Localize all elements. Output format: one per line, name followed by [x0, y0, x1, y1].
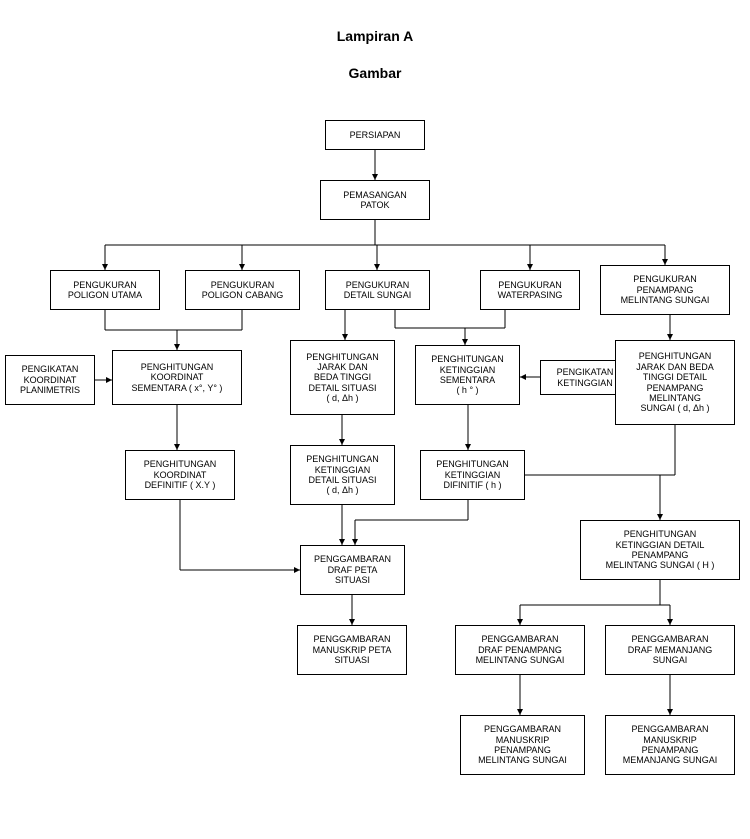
node-patok: PEMASANGANPATOK: [320, 180, 430, 220]
node-persiapan: PERSIAPAN: [325, 120, 425, 150]
node-draf_situasi: PENGGAMBARANDRAF PETASITUASI: [300, 545, 405, 595]
node-manus_melintang: PENGGAMBARANMANUSKRIPPENAMPANGMELINTANG …: [460, 715, 585, 775]
node-waterpasing: PENGUKURANWATERPASING: [480, 270, 580, 310]
node-poligon_utama: PENGUKURANPOLIGON UTAMA: [50, 270, 160, 310]
node-ket_detail_sit: PENGHITUNGANKETINGGIANDETAIL SITUASI( d,…: [290, 445, 395, 505]
node-manus_memanjang: PENGGAMBARANMANUSKRIPPENAMPANGMEMANJANG …: [605, 715, 735, 775]
node-pengikatan_koor: PENGIKATANKOORDINATPLANIMETRIS: [5, 355, 95, 405]
title-lampiran: Lampiran A: [0, 28, 750, 44]
flowchart-page: Lampiran A Gambar: [0, 0, 750, 839]
node-koor_definitif: PENGHITUNGANKOORDINATDEFINITIF ( X.Y ): [125, 450, 235, 500]
node-detail_sungai: PENGUKURANDETAIL SUNGAI: [325, 270, 430, 310]
node-penampang_mel: PENGUKURANPENAMPANGMELINTANG SUNGAI: [600, 265, 730, 315]
node-manus_situasi: PENGGAMBARANMANUSKRIP PETASITUASI: [297, 625, 407, 675]
node-draf_memanjang: PENGGAMBARANDRAF MEMANJANGSUNGAI: [605, 625, 735, 675]
node-jarak_penampang: PENGHITUNGANJARAK DAN BEDATINGGI DETAILP…: [615, 340, 735, 425]
node-ketinggian_sem: PENGHITUNGANKETINGGIANSEMENTARA( h ° ): [415, 345, 520, 405]
node-jarak_beda: PENGHITUNGANJARAK DANBEDA TINGGIDETAIL S…: [290, 340, 395, 415]
node-poligon_cabang: PENGUKURANPOLIGON CABANG: [185, 270, 300, 310]
node-ket_det_pen: PENGHITUNGANKETINGGIAN DETAILPENAMPANGME…: [580, 520, 740, 580]
node-ket_definitif: PENGHITUNGANKETINGGIANDIFINITIF ( h ): [420, 450, 525, 500]
node-koor_sementara: PENGHITUNGANKOORDINATSEMENTARA ( x°, Y° …: [112, 350, 242, 405]
node-draf_melintang: PENGGAMBARANDRAF PENAMPANGMELINTANG SUNG…: [455, 625, 585, 675]
title-gambar: Gambar: [0, 65, 750, 81]
